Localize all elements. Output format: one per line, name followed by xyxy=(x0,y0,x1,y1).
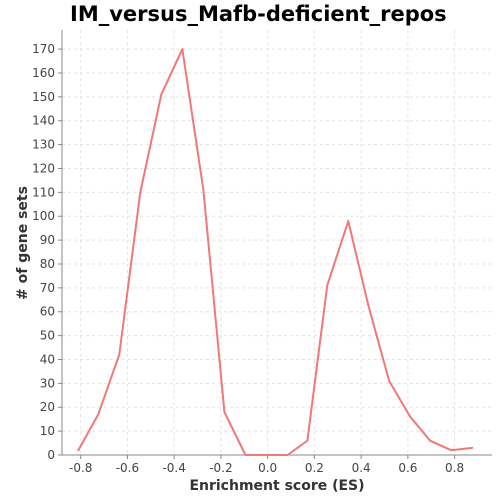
y-tick-label: 160 xyxy=(32,66,55,80)
data-point xyxy=(202,189,205,191)
data-point xyxy=(450,449,453,452)
data-point xyxy=(429,439,431,442)
y-tick-label: 170 xyxy=(32,42,55,56)
data-point xyxy=(181,48,184,51)
y-tick-label: 10 xyxy=(40,424,55,438)
axes: 0 10 20 30 40 50 60 70 80 90 100 110 120 130 140 150 160… xyxy=(32,30,492,475)
x-tick-label: -0.4 xyxy=(162,461,185,475)
x-tick-label: -0.8 xyxy=(69,461,92,475)
y-tick-label: 40 xyxy=(40,352,55,366)
data-point xyxy=(77,449,80,452)
y-tick-label: 110 xyxy=(32,185,55,199)
y-tick-label: 150 xyxy=(32,90,55,104)
x-tick-label: 0.6 xyxy=(398,461,417,475)
x-tick-label: -0.2 xyxy=(209,461,232,475)
y-tick-label: 50 xyxy=(40,329,55,343)
y-tick-label: 80 xyxy=(40,257,55,271)
x-tick-label: -0.6 xyxy=(116,461,139,475)
series-line xyxy=(77,48,474,456)
x-tick-label: 0.4 xyxy=(352,461,371,475)
data-point xyxy=(471,446,474,449)
y-tick-label: 130 xyxy=(32,138,55,152)
y-tick-label: 140 xyxy=(32,114,55,128)
data-point xyxy=(388,380,391,382)
x-tick-label: 0.2 xyxy=(305,461,324,475)
x-tick-label: 0.8 xyxy=(445,461,464,475)
chart-title: IM_versus_Mafb-deficient_repos xyxy=(70,2,447,26)
series-layer xyxy=(77,48,474,456)
y-tick-label: 20 xyxy=(40,400,55,414)
y-tick-label: 70 xyxy=(40,281,55,295)
y-tick-label: 30 xyxy=(40,376,55,390)
data-point xyxy=(118,353,121,356)
data-point xyxy=(139,191,142,194)
data-point xyxy=(286,454,289,456)
data-point xyxy=(223,411,226,413)
data-point xyxy=(160,93,163,96)
y-tick-label: 120 xyxy=(32,161,55,175)
y-tick-label: 60 xyxy=(40,305,55,319)
x-tick-label: 0.0 xyxy=(258,461,277,475)
grid xyxy=(62,30,492,456)
data-point xyxy=(367,303,370,306)
data-point xyxy=(306,439,309,442)
x-axis-label: Enrichment score (ES) xyxy=(189,478,364,494)
data-point xyxy=(244,454,247,456)
data-point xyxy=(265,454,268,456)
data-point xyxy=(326,284,329,287)
data-point xyxy=(347,220,350,222)
y-tick-label: 100 xyxy=(32,209,55,223)
y-tick-label: 90 xyxy=(40,233,55,247)
y-tick-label: 0 xyxy=(47,448,55,462)
data-point xyxy=(97,413,100,416)
data-point xyxy=(409,415,412,418)
y-axis-label: # of gene sets xyxy=(15,186,31,300)
